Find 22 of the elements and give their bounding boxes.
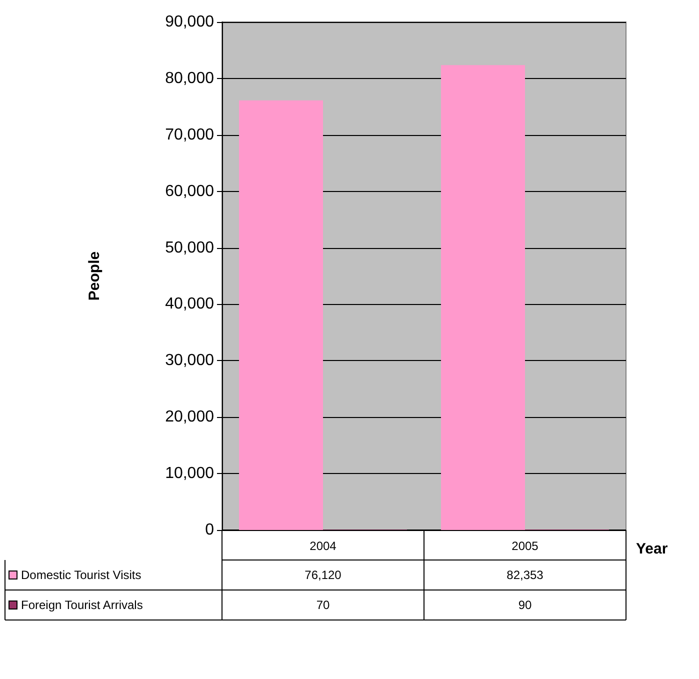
legend-label: Domestic Tourist Visits — [21, 568, 142, 582]
y-tick-label: 10,000 — [165, 465, 214, 482]
legend-label: Foreign Tourist Arrivals — [21, 598, 143, 612]
x-tick-label: 2004 — [310, 539, 337, 553]
y-axis-title: People — [86, 251, 103, 301]
y-tick-label: 80,000 — [165, 70, 214, 87]
data-label: 82,353 — [506, 568, 544, 582]
y-tick-label: 40,000 — [165, 296, 214, 313]
y-tick-label: 20,000 — [165, 408, 214, 426]
y-tick-label: 60,000 — [165, 182, 214, 200]
x-tick-label: 2005 — [512, 539, 539, 553]
data-label: 90 — [518, 598, 532, 612]
y-tick-label: 50,000 — [165, 239, 214, 256]
y-tick-label: 70,000 — [165, 126, 214, 144]
y-tick-label: 30,000 — [165, 352, 214, 370]
bar — [441, 65, 525, 530]
y-tick-label: 90,000 — [165, 14, 214, 30]
data-label: 76,120 — [304, 568, 342, 582]
y-tick-label: 0 — [205, 522, 214, 538]
data-label: 70 — [316, 598, 330, 612]
bar — [239, 100, 323, 530]
x-axis-title: Year — [636, 540, 668, 558]
